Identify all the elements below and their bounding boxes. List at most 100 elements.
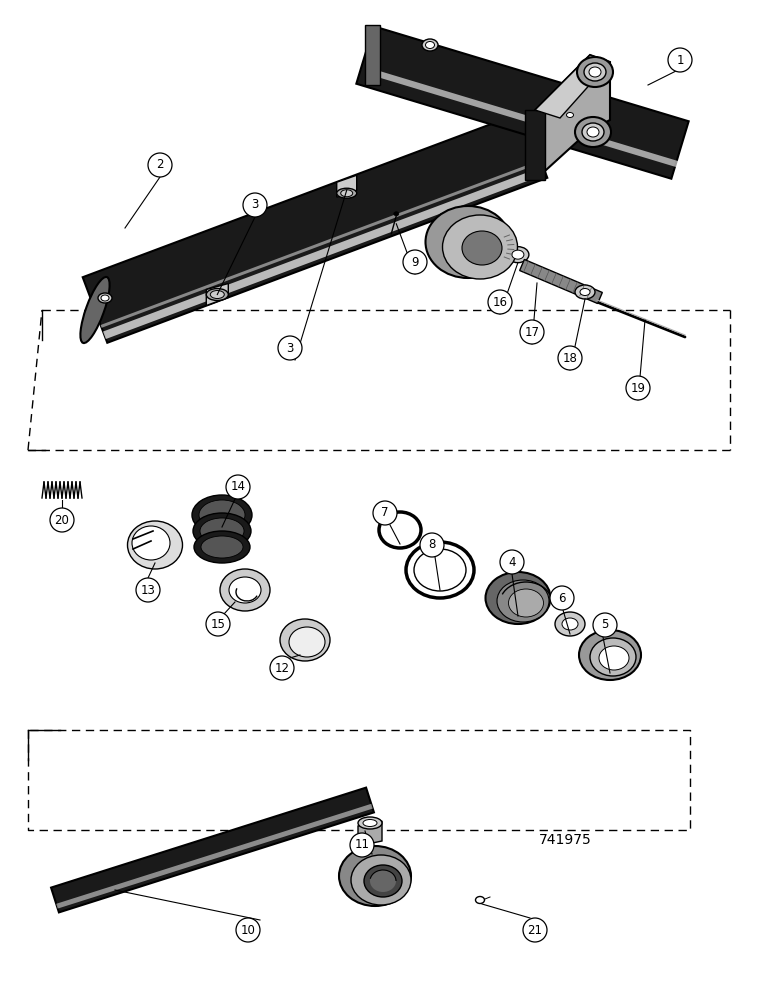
Ellipse shape xyxy=(200,518,244,544)
Ellipse shape xyxy=(587,127,599,137)
Polygon shape xyxy=(51,788,374,912)
Text: 21: 21 xyxy=(527,924,543,936)
Ellipse shape xyxy=(201,536,243,558)
Circle shape xyxy=(550,586,574,610)
Polygon shape xyxy=(535,55,610,118)
Text: 741975: 741975 xyxy=(539,833,591,847)
Ellipse shape xyxy=(80,277,110,343)
Text: 5: 5 xyxy=(601,618,608,632)
Text: 19: 19 xyxy=(631,381,645,394)
Ellipse shape xyxy=(425,41,435,48)
Ellipse shape xyxy=(584,63,606,81)
Text: 12: 12 xyxy=(275,662,290,674)
Text: 2: 2 xyxy=(156,158,164,172)
Ellipse shape xyxy=(340,190,353,197)
Polygon shape xyxy=(206,284,229,306)
Polygon shape xyxy=(365,25,380,85)
Text: 18: 18 xyxy=(563,352,577,364)
Polygon shape xyxy=(100,160,542,328)
Polygon shape xyxy=(56,804,373,909)
Text: 3: 3 xyxy=(252,198,259,212)
Text: 15: 15 xyxy=(211,617,225,631)
Text: 9: 9 xyxy=(411,255,418,268)
Circle shape xyxy=(558,346,582,370)
Circle shape xyxy=(270,656,294,680)
Ellipse shape xyxy=(351,855,411,905)
Ellipse shape xyxy=(289,627,325,657)
Ellipse shape xyxy=(580,288,590,296)
Ellipse shape xyxy=(577,57,613,87)
Ellipse shape xyxy=(425,206,510,278)
Ellipse shape xyxy=(127,521,182,569)
Ellipse shape xyxy=(370,870,396,892)
Ellipse shape xyxy=(364,865,402,897)
Polygon shape xyxy=(525,110,545,180)
Text: 14: 14 xyxy=(231,481,245,493)
Circle shape xyxy=(236,918,260,942)
Ellipse shape xyxy=(337,188,357,198)
Circle shape xyxy=(148,153,172,177)
Text: 4: 4 xyxy=(508,556,516,568)
Ellipse shape xyxy=(98,293,112,303)
Ellipse shape xyxy=(589,67,601,77)
Ellipse shape xyxy=(575,285,595,299)
Text: 17: 17 xyxy=(524,326,540,338)
Ellipse shape xyxy=(512,250,524,259)
Ellipse shape xyxy=(194,531,250,563)
Ellipse shape xyxy=(220,569,270,611)
Text: 13: 13 xyxy=(141,584,155,596)
Polygon shape xyxy=(370,68,688,171)
Circle shape xyxy=(520,320,544,344)
Text: 11: 11 xyxy=(354,838,370,852)
Ellipse shape xyxy=(379,512,421,548)
Circle shape xyxy=(278,336,302,360)
Polygon shape xyxy=(520,259,602,304)
Ellipse shape xyxy=(422,39,438,51)
Text: 16: 16 xyxy=(493,296,507,308)
Polygon shape xyxy=(357,26,689,179)
Ellipse shape xyxy=(486,572,550,624)
Polygon shape xyxy=(337,175,357,197)
Ellipse shape xyxy=(575,117,611,147)
Ellipse shape xyxy=(394,212,399,216)
Circle shape xyxy=(626,376,650,400)
Polygon shape xyxy=(103,167,546,339)
Ellipse shape xyxy=(206,289,229,301)
Circle shape xyxy=(523,918,547,942)
Ellipse shape xyxy=(442,215,517,279)
Polygon shape xyxy=(535,55,610,180)
Text: 7: 7 xyxy=(381,506,389,520)
Ellipse shape xyxy=(555,612,585,636)
Polygon shape xyxy=(358,821,382,846)
Ellipse shape xyxy=(363,820,377,826)
Circle shape xyxy=(500,550,524,574)
Circle shape xyxy=(373,501,397,525)
Circle shape xyxy=(403,250,427,274)
Ellipse shape xyxy=(590,638,636,676)
Ellipse shape xyxy=(509,589,543,617)
Ellipse shape xyxy=(414,549,466,591)
Text: 1: 1 xyxy=(676,53,684,66)
Circle shape xyxy=(226,475,250,499)
Circle shape xyxy=(593,613,617,637)
Ellipse shape xyxy=(132,526,170,560)
Ellipse shape xyxy=(199,500,245,530)
Ellipse shape xyxy=(497,580,549,622)
Ellipse shape xyxy=(507,247,529,263)
Ellipse shape xyxy=(406,542,474,598)
Circle shape xyxy=(50,508,74,532)
Text: 8: 8 xyxy=(428,538,435,552)
Text: 6: 6 xyxy=(558,591,566,604)
Ellipse shape xyxy=(229,577,261,603)
Ellipse shape xyxy=(192,495,252,535)
Ellipse shape xyxy=(358,817,382,829)
Ellipse shape xyxy=(562,618,578,630)
Ellipse shape xyxy=(101,295,109,301)
Circle shape xyxy=(206,612,230,636)
Circle shape xyxy=(243,193,267,217)
Ellipse shape xyxy=(280,619,330,661)
Circle shape xyxy=(350,833,374,857)
Circle shape xyxy=(136,578,160,602)
Text: 3: 3 xyxy=(286,342,293,355)
Ellipse shape xyxy=(579,630,641,680)
